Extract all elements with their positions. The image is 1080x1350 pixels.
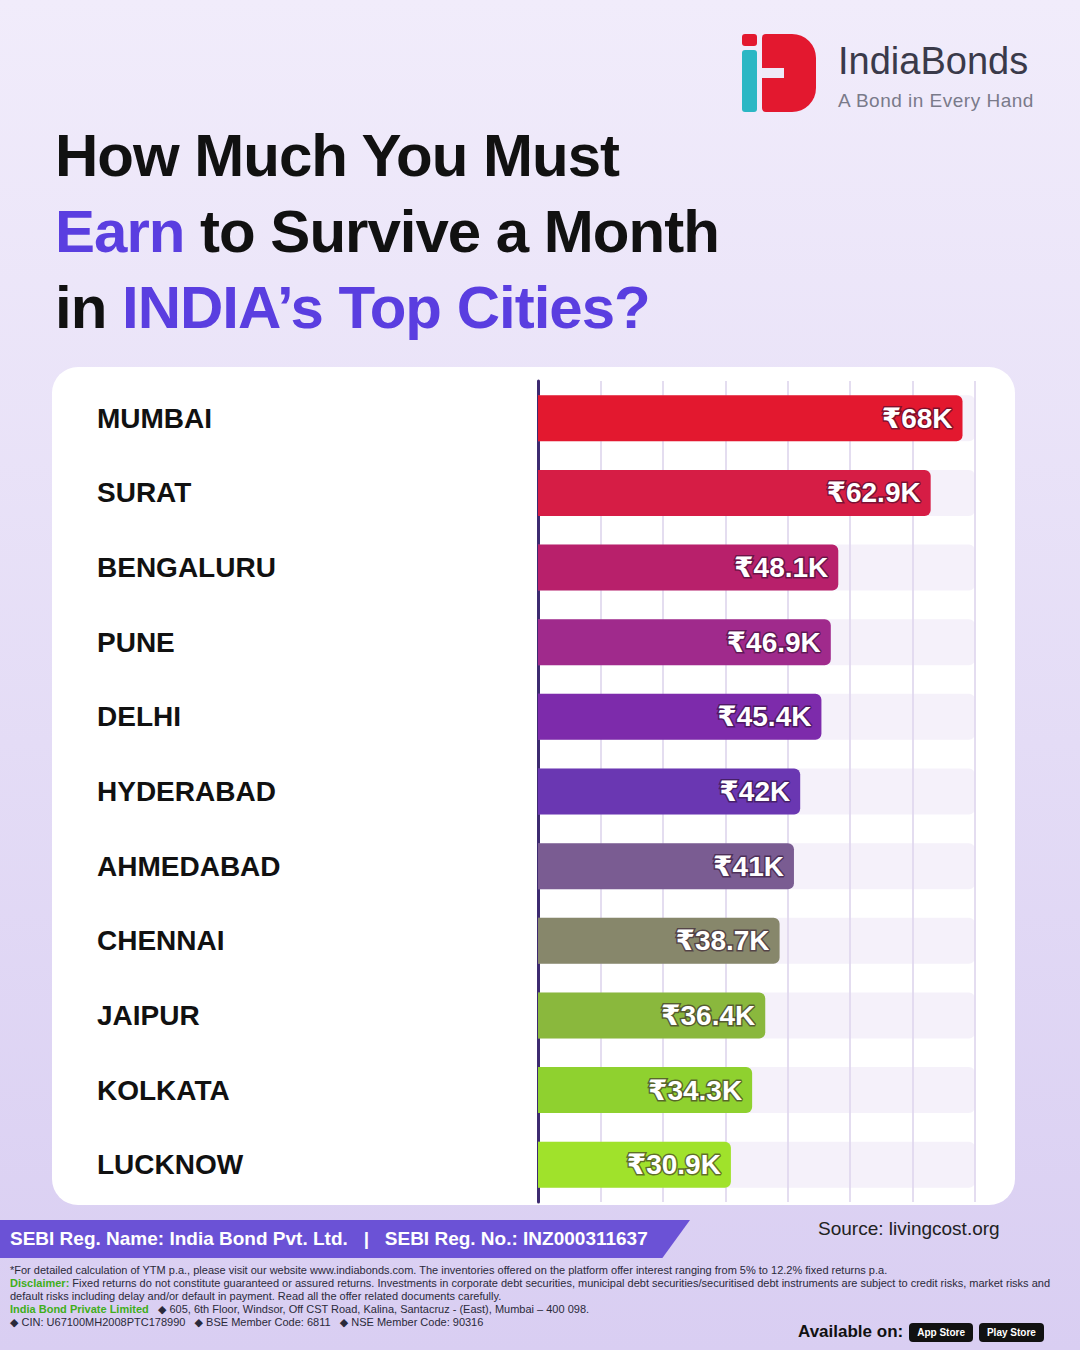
svg-text:JAIPUR: JAIPUR — [97, 1000, 200, 1031]
svg-text:₹48.1K: ₹48.1K — [734, 552, 828, 583]
svg-text:MUMBAI: MUMBAI — [97, 403, 212, 434]
svg-text:₹41K: ₹41K — [713, 851, 784, 882]
html-text:Play Store: Play Store — [987, 1326, 1036, 1338]
svg-text:LUCKNOW: LUCKNOW — [97, 1149, 244, 1180]
svg-text:₹36.4K: ₹36.4K — [661, 1000, 755, 1031]
svg-text:₹38.7K: ₹38.7K — [675, 925, 769, 956]
html-text:How Much You Must: How Much You Must — [55, 122, 620, 189]
svg-text:KOLKATA: KOLKATA — [97, 1075, 230, 1106]
html-text:SEBI Reg. Name: India Bond Pvt: SEBI Reg. Name: India Bond Pvt. Ltd. | S… — [10, 1228, 648, 1249]
html-text:Disclaimer: Fixed returns do n: Disclaimer: Fixed returns do not constit… — [10, 1277, 1054, 1302]
html-text:Earn to Survive a Month: Earn to Survive a Month — [55, 198, 719, 265]
svg-text:SURAT: SURAT — [97, 477, 191, 508]
html-text:A Bond in Every Hand: A Bond in Every Hand — [838, 90, 1034, 111]
svg-text:DELHI: DELHI — [97, 701, 181, 732]
svg-text:BENGALURU: BENGALURU — [97, 552, 276, 583]
html-text:◆ CIN: U67100MH2008PTC178990 ◆: ◆ CIN: U67100MH2008PTC178990 ◆ BSE Membe… — [10, 1316, 484, 1328]
svg-text:AHMEDABAD: AHMEDABAD — [97, 851, 281, 882]
html-text:India Bond Private Limited ◆ 6: India Bond Private Limited ◆ 605, 6th Fl… — [10, 1303, 590, 1315]
html-text:App Store: App Store — [917, 1326, 965, 1338]
html-text:Available on:: Available on: — [798, 1322, 904, 1341]
svg-text:HYDERABAD: HYDERABAD — [97, 776, 276, 807]
svg-text:₹30.9K: ₹30.9K — [627, 1149, 721, 1180]
html-text:Source: livingcost.org: Source: livingcost.org — [818, 1218, 1000, 1239]
svg-text:₹34.3K: ₹34.3K — [648, 1075, 742, 1106]
svg-text:₹42K: ₹42K — [719, 776, 790, 807]
svg-text:PUNE: PUNE — [97, 627, 175, 658]
html-text:in INDIA’s Top Cities?: in INDIA’s Top Cities? — [55, 274, 650, 341]
svg-text:CHENNAI: CHENNAI — [97, 925, 225, 956]
svg-text:₹46.9K: ₹46.9K — [727, 627, 821, 658]
html-text:IndiaBonds: IndiaBonds — [838, 40, 1029, 82]
svg-text:₹68K: ₹68K — [882, 403, 953, 434]
svg-text:₹45.4K: ₹45.4K — [717, 701, 811, 732]
html-text:*For detailed calculation of Y: *For detailed calculation of YTM p.a., p… — [10, 1264, 888, 1276]
svg-text:₹62.9K: ₹62.9K — [826, 477, 920, 508]
